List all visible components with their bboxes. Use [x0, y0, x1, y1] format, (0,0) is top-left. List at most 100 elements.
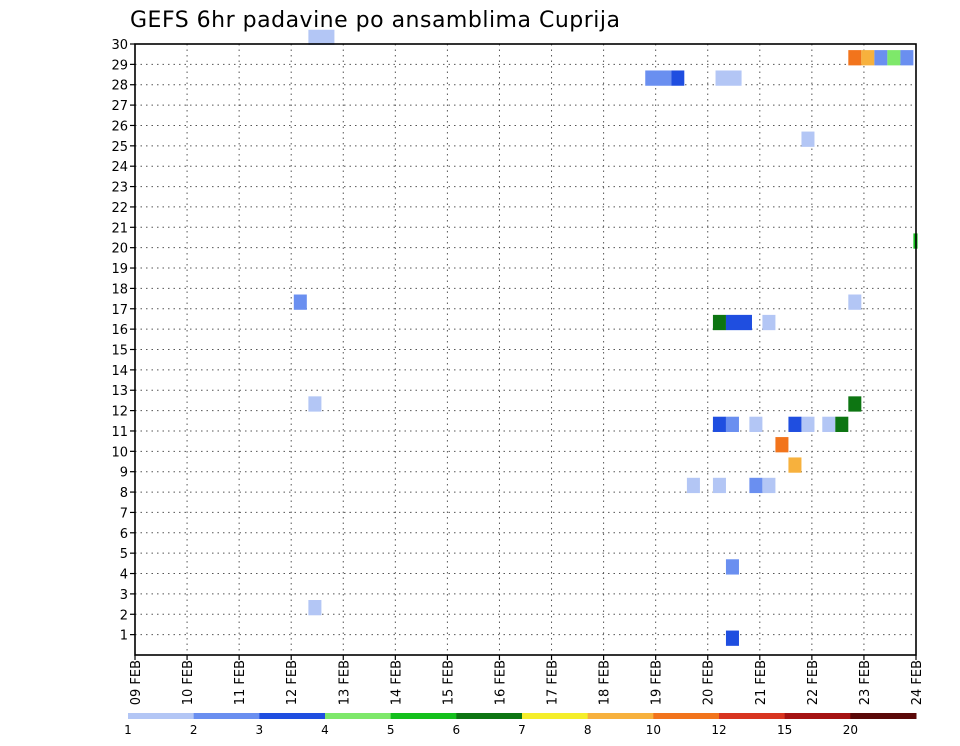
y-tick-label: 12 [111, 405, 128, 420]
heat-cell [788, 416, 802, 432]
heat-cell [848, 294, 862, 310]
heat-cell [715, 70, 742, 86]
heat-cell [725, 314, 752, 331]
y-tick-label: 9 [120, 466, 128, 481]
heat-cell [900, 50, 914, 66]
heat-cell [686, 477, 700, 494]
legend-label: 15 [777, 723, 792, 737]
y-tick-label: 5 [120, 547, 128, 562]
y-tick-label: 2 [120, 608, 128, 623]
heat-cell [725, 416, 739, 432]
y-tick-label: 10 [111, 445, 128, 460]
legend-label: 2 [190, 723, 198, 737]
legend-label: 6 [453, 723, 461, 737]
heat-cell [749, 477, 763, 494]
heat-cell [788, 457, 802, 473]
x-tick-label: 13 FEB [337, 660, 352, 705]
y-tick-label: 4 [120, 568, 128, 583]
x-tick-label: 09 FEB [129, 660, 144, 705]
legend-label: 3 [256, 723, 264, 737]
y-tick-label: 8 [120, 486, 128, 501]
y-tick-label: 24 [111, 160, 128, 175]
grid [135, 44, 916, 655]
legend: 1 2 3 4 5 6 7 8 10 12 15 20 [124, 713, 917, 737]
x-tick-label: 20 FEB [702, 660, 717, 705]
legend-swatch [325, 713, 392, 719]
x-tick-label: 12 FEB [285, 660, 300, 705]
y-tick-label: 3 [120, 588, 128, 603]
y-tick-label: 18 [111, 282, 128, 297]
heat-cell [801, 416, 815, 432]
y-tick-label: 23 [111, 181, 128, 196]
heat-cell [712, 477, 726, 494]
heat-cell [712, 416, 726, 432]
legend-label: 20 [843, 723, 858, 737]
y-tick-label: 21 [111, 221, 128, 236]
heat-cell [835, 416, 849, 432]
heat-cell [308, 600, 322, 616]
y-tick-label: 16 [111, 323, 128, 338]
legend-swatch [653, 713, 720, 719]
legend-swatch [193, 713, 260, 719]
heat-cell [671, 70, 685, 86]
legend-swatch [587, 713, 654, 719]
y-tick-label: 13 [111, 384, 128, 399]
x-axis: 09 FEB 10 FEB 11 FEB 12 FEB 13 FEB 14 FEB 15 F… [129, 655, 925, 705]
legend-swatch [850, 713, 917, 719]
y-tick-label: 25 [111, 140, 128, 155]
heat-cell [725, 630, 739, 646]
heat-cell [861, 50, 875, 66]
y-tick-label: 20 [111, 242, 128, 257]
x-tick-label: 24 FEB [910, 660, 925, 705]
legend-swatch [522, 713, 589, 719]
y-tick-label: 28 [111, 79, 128, 94]
legend-label: 12 [711, 723, 726, 737]
x-tick-label: 18 FEB [598, 660, 613, 705]
y-tick-label: 7 [120, 506, 128, 521]
y-tick-label: 6 [120, 527, 128, 542]
x-tick-label: 16 FEB [493, 660, 508, 705]
y-tick-label: 22 [111, 201, 128, 216]
legend-label: 4 [321, 723, 329, 737]
x-tick-label: 23 FEB [858, 660, 873, 705]
y-tick-label: 11 [111, 425, 128, 440]
chart-title: GEFS 6hr padavine po ansamblima Cuprija [130, 8, 620, 33]
heat-cell [801, 131, 815, 147]
legend-label: 7 [518, 723, 526, 737]
cells [293, 29, 918, 646]
y-tick-label: 17 [111, 303, 128, 318]
x-tick-label: 19 FEB [650, 660, 665, 705]
y-tick-label: 27 [111, 99, 128, 114]
y-tick-label: 26 [111, 119, 128, 134]
legend-swatch [128, 713, 195, 719]
legend-label: 8 [584, 723, 592, 737]
legend-swatch [784, 713, 851, 719]
heat-cell [308, 29, 335, 46]
x-tick-label: 14 FEB [389, 660, 404, 705]
heat-cell [712, 314, 726, 331]
y-tick-label: 14 [111, 364, 128, 379]
heat-cell [762, 477, 776, 494]
heat-cell [848, 50, 862, 66]
y-tick-label: 15 [111, 344, 128, 359]
x-tick-label: 22 FEB [806, 660, 821, 705]
x-tick-label: 21 FEB [754, 660, 769, 705]
legend-swatch [390, 713, 457, 719]
legend-label: 1 [124, 723, 132, 737]
legend-label: 10 [646, 723, 661, 737]
x-tick-label: 15 FEB [441, 660, 456, 705]
heat-cell [775, 437, 789, 453]
y-axis: 1234567891011121314151617181920212223242… [111, 38, 135, 644]
heat-cell [293, 294, 307, 310]
heat-cell [762, 314, 776, 331]
heat-cell [874, 50, 888, 66]
x-tick-label: 11 FEB [233, 660, 248, 705]
x-tick-label: 10 FEB [181, 660, 196, 705]
heat-cell [848, 396, 862, 412]
heat-cell [645, 70, 672, 86]
heat-cell [887, 50, 901, 66]
heat-cell [725, 559, 739, 575]
y-tick-label: 30 [111, 38, 128, 53]
legend-label: 5 [387, 723, 395, 737]
